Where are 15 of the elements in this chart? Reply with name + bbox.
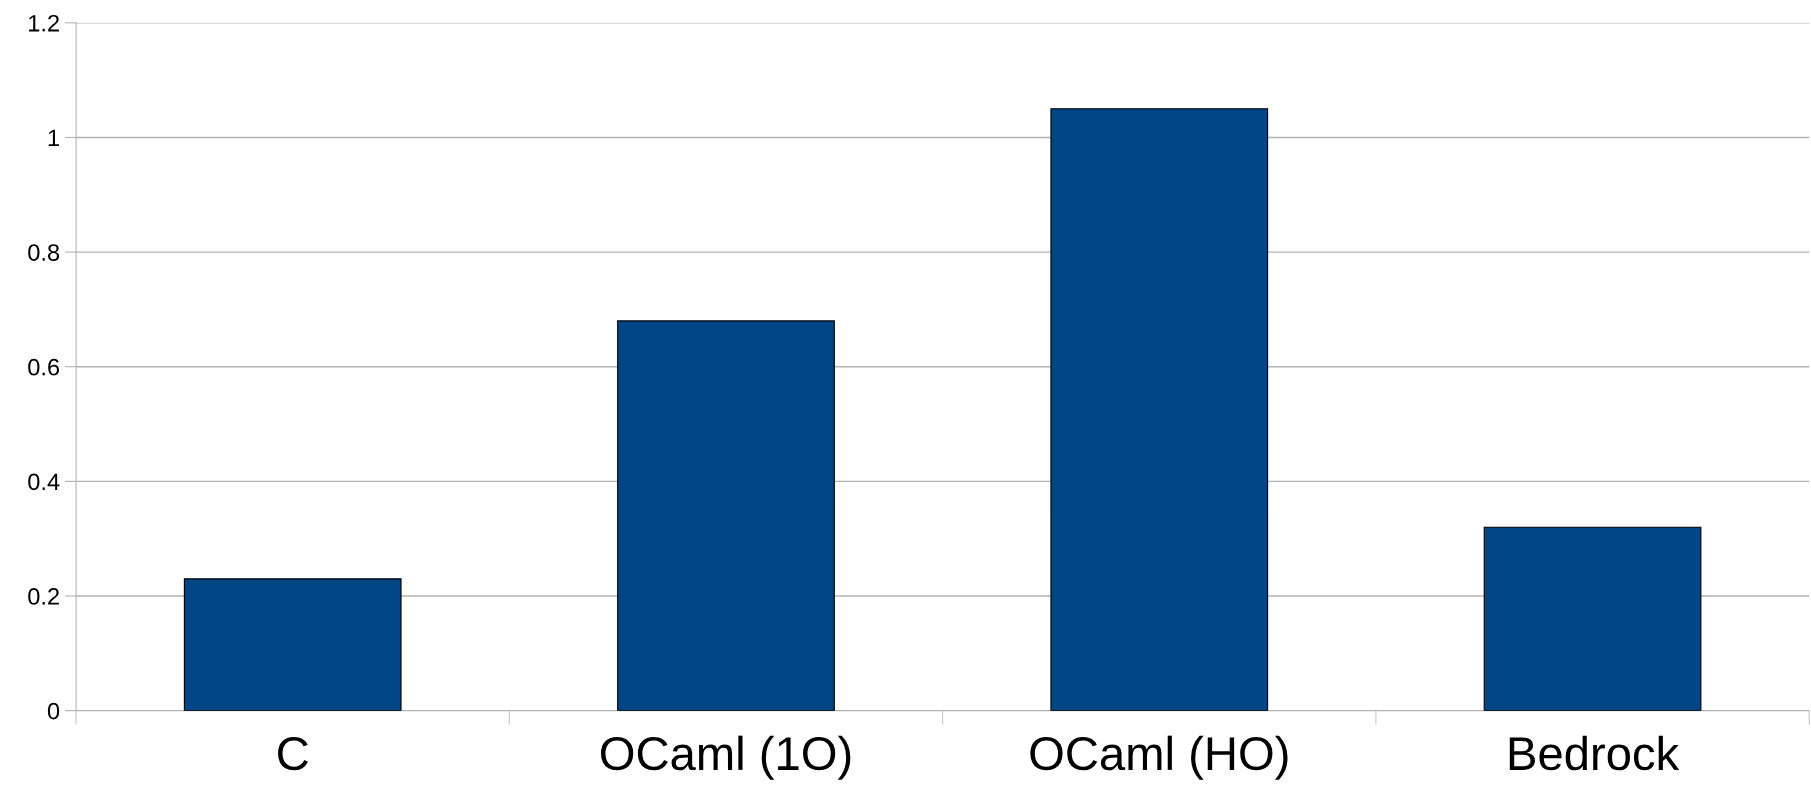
- bar: [1483, 526, 1702, 711]
- y-tick-label: 0: [47, 702, 60, 720]
- bar: [1050, 108, 1269, 711]
- x-tick-label: Bedrock: [1509, 735, 1680, 771]
- y-tick-label: 0.8: [28, 244, 60, 261]
- x-tick-label: OCaml (HO): [1030, 735, 1288, 780]
- bar: [617, 320, 835, 711]
- x-tick-label: C: [278, 736, 308, 771]
- y-tick-label: 1: [48, 129, 59, 147]
- bar: [183, 578, 402, 711]
- y-tick-label: 0.6: [28, 358, 60, 376]
- y-tick-label: 0.4: [28, 473, 60, 491]
- y-tick-label: 1.2: [29, 14, 59, 32]
- y-tick-label: 0.2: [28, 588, 59, 605]
- x-tick-label: OCaml (1O): [600, 735, 851, 780]
